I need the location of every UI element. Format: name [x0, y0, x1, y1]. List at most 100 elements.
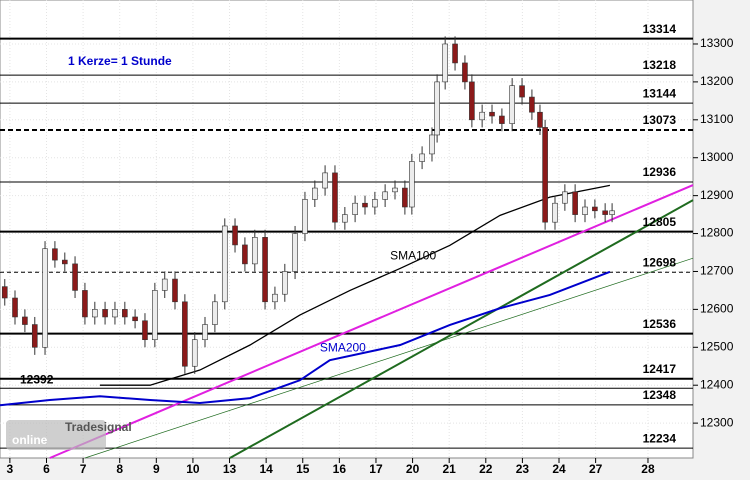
- watermark-brand: Tradesignal: [65, 420, 132, 434]
- candle-body: [1, 286, 8, 299]
- candle-body: [562, 191, 568, 204]
- candle-body: [352, 202, 358, 215]
- x-tick-label: 7: [80, 462, 87, 476]
- y-tick-label: 12600: [700, 302, 734, 316]
- candle-body: [537, 111, 543, 128]
- candle-body: [434, 81, 440, 136]
- level-label: 12392: [20, 372, 54, 386]
- candle-body: [409, 161, 415, 208]
- level-label: 13314: [643, 22, 677, 36]
- level-label: 12536: [643, 317, 677, 331]
- y-tick-label: 13300: [700, 36, 734, 50]
- candle-body: [452, 43, 458, 64]
- candle-body: [72, 263, 78, 291]
- y-tick-label: 13000: [700, 150, 734, 164]
- sma-line: [99, 184, 611, 386]
- candle-body: [429, 134, 435, 155]
- candle-body: [582, 206, 588, 215]
- candle-body: [592, 206, 598, 212]
- level-label: 12234: [643, 431, 677, 445]
- candle-body: [542, 127, 548, 223]
- candle-body: [92, 309, 98, 318]
- candle-body: [282, 271, 288, 295]
- candle-body: [221, 225, 228, 303]
- candle-body: [519, 85, 525, 98]
- candle-body: [182, 301, 188, 367]
- line-label: SMA200: [320, 340, 366, 354]
- candle-body: [382, 191, 388, 200]
- candle-body: [12, 297, 18, 318]
- trend-line: [49, 184, 694, 459]
- x-tick-label: 10: [186, 462, 200, 476]
- x-tick-label: 15: [296, 462, 310, 476]
- candle-body: [419, 153, 425, 162]
- candle-body: [442, 43, 448, 83]
- x-tick-label: 28: [641, 462, 655, 476]
- y-tick-label: 12900: [700, 188, 734, 202]
- x-tick-label: 3: [7, 462, 14, 476]
- watermark-box: [6, 420, 106, 450]
- candle-body: [22, 316, 28, 325]
- level-label: 12805: [643, 215, 677, 229]
- x-tick-label: 13: [223, 462, 237, 476]
- candle-body: [509, 85, 515, 124]
- x-tick-label: 6: [43, 462, 50, 476]
- candle-body: [61, 259, 68, 265]
- level-label: 12348: [643, 388, 677, 402]
- candle-body: [52, 248, 58, 261]
- sma-line: [0, 270, 611, 407]
- y-tick-label: 12400: [700, 377, 734, 391]
- x-tick-label: 22: [479, 462, 493, 476]
- candle-body: [262, 237, 268, 303]
- plot-area: [0, 0, 694, 459]
- candle-body: [142, 320, 148, 341]
- candle-body: [212, 301, 218, 325]
- candle-body: [372, 199, 378, 208]
- y-tick-label: 13100: [700, 112, 734, 126]
- candle-body: [42, 248, 48, 348]
- x-tick-label: 17: [369, 462, 383, 476]
- x-tick-label: 20: [406, 462, 420, 476]
- candle-body: [479, 111, 485, 121]
- candle-body: [572, 191, 578, 215]
- candle-body: [499, 115, 505, 124]
- candle-body: [362, 202, 368, 208]
- candle-body: [302, 199, 308, 234]
- candle-body: [161, 278, 168, 291]
- candle-body: [172, 278, 178, 303]
- line-label: SMA100: [390, 249, 436, 263]
- candle-body: [529, 96, 535, 113]
- candle-body: [402, 187, 408, 208]
- x-tick-label: 23: [516, 462, 530, 476]
- candle-body: [609, 210, 615, 215]
- level-label: 12698: [643, 255, 677, 269]
- level-label: 12417: [643, 362, 677, 376]
- watermark-text: online: [12, 433, 48, 447]
- y-tick-label: 12500: [700, 339, 734, 353]
- y-tick-label: 13200: [700, 74, 734, 88]
- candle-body: [152, 290, 158, 341]
- x-tick-label: 21: [443, 462, 457, 476]
- candle-body: [489, 111, 495, 117]
- candle-body: [462, 62, 468, 83]
- x-tick-label: 8: [116, 462, 123, 476]
- candle-body: [322, 172, 328, 189]
- candle-body: [82, 290, 88, 318]
- candle-body: [191, 339, 198, 367]
- y-tick-label: 12700: [700, 264, 734, 278]
- level-label: 13073: [643, 113, 677, 127]
- x-tick-label: 14: [259, 462, 273, 476]
- x-tick-label: 16: [333, 462, 347, 476]
- y-tick-label: 12800: [700, 226, 734, 240]
- annotation: 1 Kerze= 1 Stunde: [68, 54, 172, 68]
- candle-body: [392, 187, 398, 193]
- candle-body: [469, 81, 475, 121]
- candle-body: [292, 233, 298, 272]
- candle-body: [251, 237, 258, 265]
- candle-body: [102, 309, 108, 318]
- candle-body: [202, 324, 208, 341]
- candle-body: [132, 316, 138, 322]
- candle-body: [31, 324, 38, 348]
- candle-body: [602, 210, 608, 215]
